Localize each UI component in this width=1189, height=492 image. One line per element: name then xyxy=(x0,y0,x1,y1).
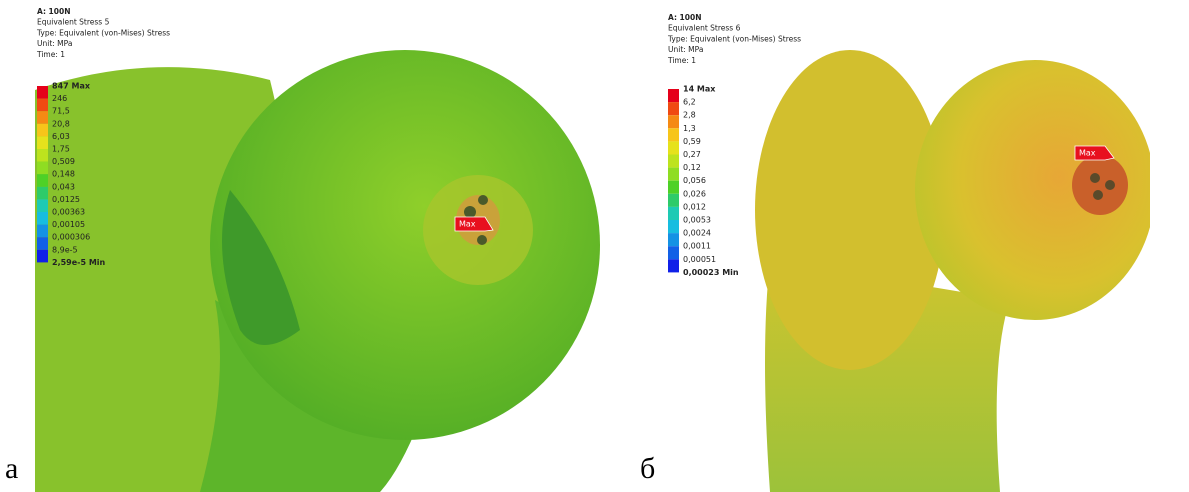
legend-label: 847 Max xyxy=(52,82,91,91)
legend-label: 1,3 xyxy=(683,124,696,133)
legend-label: 0,00363 xyxy=(52,208,85,217)
legend-label: 0,000306 xyxy=(52,233,90,242)
legend-label: 0,148 xyxy=(52,170,75,179)
header-line: Type: Equivalent (von-Mises) Stress xyxy=(667,34,801,43)
legend-band xyxy=(668,181,679,194)
legend-label: 71,5 xyxy=(52,107,70,116)
legend-band xyxy=(37,212,48,225)
legend-band xyxy=(668,102,679,115)
legend-band xyxy=(37,136,48,149)
legend-label: 0,0011 xyxy=(683,242,711,251)
legend-band xyxy=(37,162,48,175)
legend-label: 14 Max xyxy=(683,85,716,94)
legend-band xyxy=(668,141,679,154)
header-line: Equivalent Stress 6 xyxy=(668,24,741,33)
legend-label: 0,00051 xyxy=(683,255,716,264)
legend-band xyxy=(668,115,679,128)
legend-band xyxy=(668,194,679,207)
legend-band xyxy=(37,250,48,263)
legend-label: 0,0024 xyxy=(683,229,711,238)
legend-band xyxy=(668,155,679,168)
legend-band xyxy=(668,220,679,233)
header-line: Unit: MPa xyxy=(668,45,703,54)
legend-band xyxy=(668,233,679,246)
header-line: A: 100N xyxy=(668,13,702,22)
header-line: Time: 1 xyxy=(667,56,696,65)
header-line: Type: Equivalent (von-Mises) Stress xyxy=(36,28,170,37)
panel-letter: б xyxy=(640,452,655,485)
legend-label: 0,12 xyxy=(683,163,701,172)
legend-label: 8,9e-5 xyxy=(52,245,78,254)
legend-label: 0,59 xyxy=(683,137,701,146)
legend-band xyxy=(668,246,679,259)
legend-label: 0,0053 xyxy=(683,216,711,225)
legend-label: 0,012 xyxy=(683,202,706,211)
legend-label: 0,27 xyxy=(683,150,701,159)
max-tag: Max xyxy=(1079,149,1096,158)
header-line: Time: 1 xyxy=(36,50,65,59)
header-line: Equivalent Stress 5 xyxy=(37,18,110,27)
legend-band xyxy=(37,174,48,187)
legend-label: 0,00023 Min xyxy=(683,268,739,277)
legend-band xyxy=(37,86,48,99)
legend-band xyxy=(37,187,48,200)
legend-label: 0,056 xyxy=(683,176,706,185)
legend-label: 20,8 xyxy=(52,119,70,128)
legend-band xyxy=(668,168,679,181)
legend-label: 2,8 xyxy=(683,111,696,120)
legend-label: 6,2 xyxy=(683,98,696,107)
legend-band xyxy=(37,124,48,137)
legend-band xyxy=(668,259,679,272)
legend-label: 6,03 xyxy=(52,132,70,141)
header-line: Unit: MPa xyxy=(37,39,72,48)
legend-band xyxy=(37,111,48,124)
legend-band xyxy=(668,207,679,220)
legend-label: 0,00105 xyxy=(52,220,85,229)
figure: A: 100NEquivalent Stress 5Type: Equivale… xyxy=(0,0,1189,492)
legend-label: 2,59e-5 Min xyxy=(52,258,106,267)
legend-label: 0,0125 xyxy=(52,195,80,204)
legend-label: 0,509 xyxy=(52,157,75,166)
legend-label: 246 xyxy=(52,94,67,103)
legend-band xyxy=(668,89,679,102)
legend-band xyxy=(668,128,679,141)
legend-band xyxy=(37,225,48,238)
model-a xyxy=(35,50,600,492)
panel-letter: а xyxy=(5,452,18,485)
legend-label: 0,043 xyxy=(52,182,75,191)
model-b xyxy=(755,50,1155,492)
legend-label: 1,75 xyxy=(52,145,70,154)
legend-label: 0,026 xyxy=(683,189,706,198)
legend-band xyxy=(37,237,48,250)
legend-band xyxy=(37,99,48,112)
header-line: A: 100N xyxy=(37,7,71,16)
legend-band xyxy=(37,149,48,162)
max-tag: Max xyxy=(459,220,476,229)
legend-band xyxy=(37,199,48,212)
